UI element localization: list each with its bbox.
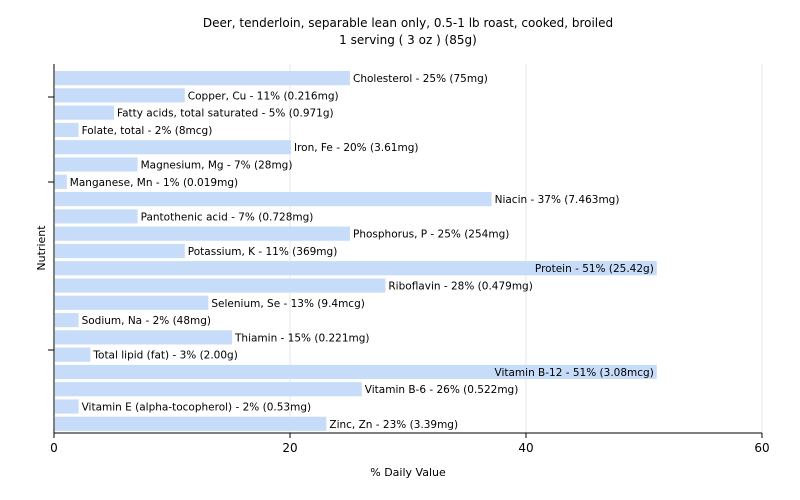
bar-label-3: Folate, total - 2% (8mcg): [82, 125, 213, 137]
x-tick-label-20: 20: [282, 441, 297, 455]
x-axis-label: % Daily Value: [370, 466, 446, 479]
bar-0: [55, 71, 350, 86]
bar-6: [55, 174, 67, 189]
bar-label-10: Potassium, K - 11% (369mg): [188, 246, 338, 258]
bar-label-16: Total lipid (fat) - 3% (2.00g): [92, 350, 237, 362]
bar-label-15: Thiamin - 15% (0.221mg): [234, 332, 370, 344]
bar-label-5: Magnesium, Mg - 7% (28mg): [141, 160, 293, 172]
bar-14: [55, 313, 79, 328]
bar-19: [55, 399, 79, 414]
bar-7: [55, 192, 492, 207]
bar-label-14: Sodium, Na - 2% (48mg): [82, 315, 211, 327]
bar-label-4: Iron, Fe - 20% (3.61mg): [294, 142, 418, 154]
axes-group: 0 20 40 60: [48, 64, 770, 455]
bar-17: [55, 364, 657, 380]
bar-18: [55, 382, 362, 397]
bars-group: Cholesterol - 25% (75mg) Copper, Cu - 11%…: [55, 71, 657, 431]
bar-8: [55, 209, 138, 224]
bar-label-1: Copper, Cu - 11% (0.216mg): [188, 90, 339, 102]
x-tick-label-60: 60: [754, 441, 769, 455]
bar-5: [55, 157, 138, 172]
bar-label-20: Zinc, Zn - 23% (3.39mg): [329, 419, 458, 431]
chart-subtitle: 1 serving ( 3 oz ) (85g): [339, 33, 477, 47]
bar-label-19: Vitamin E (alpha-tocopherol) - 2% (0.53m…: [82, 402, 312, 414]
bar-11: [55, 261, 657, 276]
x-tick-label-0: 0: [50, 441, 58, 455]
bar-13: [55, 295, 209, 310]
bar-label-9: Phosphorus, P - 25% (254mg): [353, 229, 509, 241]
bar-label-17: Vitamin B-12 - 51% (3.08mcg): [495, 367, 654, 379]
bar-label-12: Riboflavin - 28% (0.479mg): [388, 281, 532, 293]
bar-label-2: Fatty acids, total saturated - 5% (0.971…: [117, 108, 334, 120]
bar-9: [55, 226, 350, 241]
bar-1: [55, 88, 185, 103]
bar-label-13: Selenium, Se - 13% (9.4mcg): [211, 298, 364, 310]
y-axis-label: Nutrient: [35, 225, 48, 271]
bar-4: [55, 140, 291, 155]
bar-2: [55, 105, 114, 120]
bar-15: [55, 330, 232, 345]
chart-title: Deer, tenderloin, separable lean only, 0…: [203, 16, 613, 30]
bar-10: [55, 243, 185, 259]
bar-12: [55, 278, 386, 293]
bar-label-11: Protein - 51% (25.42g): [535, 263, 654, 275]
bar-label-0: Cholesterol - 25% (75mg): [353, 73, 488, 85]
bar-3: [55, 122, 79, 138]
bar-label-7: Niacin - 37% (7.463mg): [495, 194, 620, 206]
x-tick-label-40: 40: [518, 441, 533, 455]
bar-20: [55, 416, 327, 431]
bar-label-18: Vitamin B-6 - 26% (0.522mg): [365, 384, 519, 396]
bar-16: [55, 347, 91, 362]
bar-label-8: Pantothenic acid - 7% (0.728mg): [141, 211, 314, 223]
bar-label-6: Manganese, Mn - 1% (0.019mg): [70, 177, 238, 189]
